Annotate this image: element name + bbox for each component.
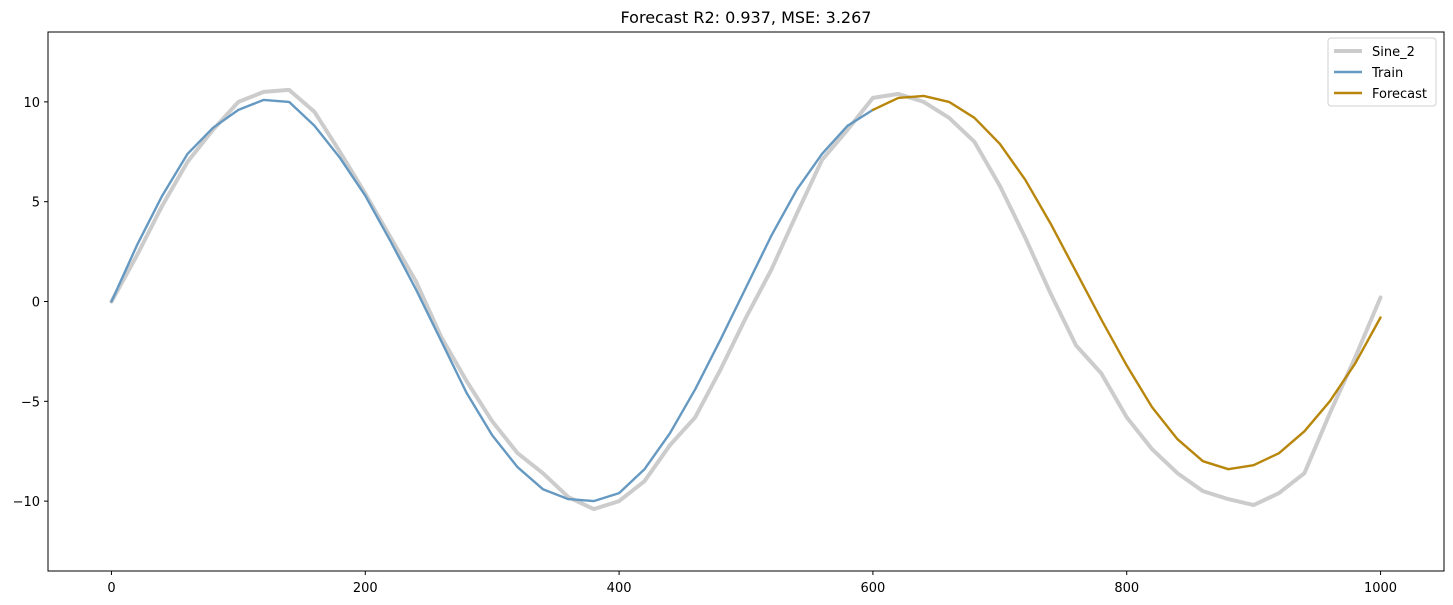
x-axis: 0 200 400 600 800 1000 (107, 571, 1397, 596)
legend-label: Sine_2 (1372, 45, 1415, 60)
x-tick-label: 400 (607, 581, 632, 596)
series-line-train (110, 98, 875, 503)
y-tick-label: 0 (32, 296, 40, 311)
legend-label: Forecast (1372, 87, 1427, 102)
plot-frame (47, 31, 1445, 572)
y-tick-label: −5 (21, 395, 40, 410)
x-tick-label: 200 (353, 581, 378, 596)
legend-box (1327, 37, 1437, 107)
x-tick-label: 1000 (1364, 581, 1397, 596)
y-axis: −10 −5 0 5 10 (13, 96, 48, 510)
x-tick-label: 600 (860, 581, 885, 596)
y-tick-label: 10 (23, 96, 40, 111)
series-line-sine-2 (109, 87, 1383, 512)
y-tick-label: 5 (32, 196, 40, 211)
legend: Sine_2 Train Forecast (1327, 37, 1437, 107)
chart-title: Forecast R2: 0.937, MSE: 3.267 (621, 8, 872, 27)
legend-label: Train (1371, 66, 1403, 81)
x-tick-label: 0 (107, 581, 115, 596)
series-line-forecast (871, 94, 1382, 471)
plot-area (109, 87, 1383, 512)
y-tick-label: −10 (13, 495, 40, 510)
x-tick-label: 800 (1114, 581, 1139, 596)
